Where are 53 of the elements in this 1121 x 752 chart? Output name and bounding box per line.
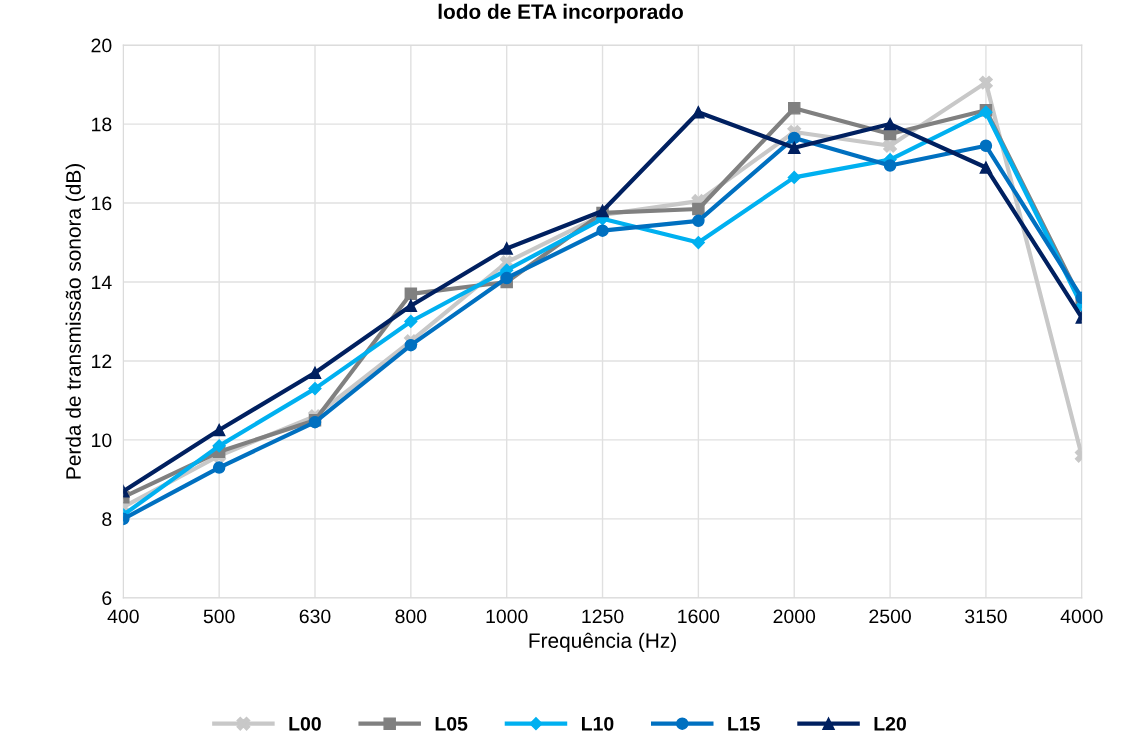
- point: [212, 439, 226, 453]
- point: [212, 423, 226, 437]
- legend-label: L00: [289, 716, 321, 731]
- point: [404, 299, 418, 312]
- legend-label: L15: [728, 717, 760, 731]
- point: [787, 141, 801, 155]
- point: [787, 131, 801, 145]
- point: [500, 242, 513, 255]
- point: [883, 159, 897, 172]
- y-tick-label: 18: [92, 117, 112, 132]
- y-tick-label: 12: [92, 354, 112, 369]
- x-tick-label: 400: [107, 609, 139, 624]
- point: [596, 224, 609, 237]
- x-tick-label: 1250: [582, 609, 624, 624]
- x-axis-title: Frequência (Hz): [529, 632, 676, 653]
- x-tick-label: 4000: [1060, 609, 1103, 624]
- y-tick-label: 14: [92, 275, 112, 290]
- legend-label: L20: [874, 716, 906, 731]
- y-tick-label: 20: [91, 38, 112, 53]
- point: [212, 461, 226, 474]
- y-axis-title: Perda de transmissão sonora (dB): [65, 164, 86, 479]
- point: [787, 102, 801, 115]
- x-tick-label: 3150: [965, 609, 1007, 624]
- legend-label: L10: [581, 716, 614, 731]
- point: [692, 214, 705, 228]
- x-tick-label: 1000: [486, 609, 528, 624]
- point: [404, 314, 418, 329]
- point: [308, 366, 322, 380]
- point: [404, 338, 418, 352]
- x-tick-label: 2500: [869, 609, 911, 624]
- point: [979, 139, 993, 153]
- y-tick-label: 8: [102, 512, 112, 527]
- point: [691, 235, 705, 250]
- chart-title: lodo de ETA incorporado: [438, 3, 683, 24]
- point: [404, 287, 418, 301]
- legend-label: L05: [435, 716, 468, 731]
- point: [308, 382, 322, 396]
- y-tick-label: 10: [92, 433, 112, 448]
- point: [692, 202, 705, 216]
- point: [979, 161, 993, 174]
- y-tick-label: 6: [102, 591, 112, 606]
- point: [978, 75, 993, 90]
- point: [883, 138, 898, 153]
- x-tick-label: 1600: [678, 609, 720, 624]
- point: [692, 105, 705, 119]
- y-tick-label: 16: [92, 196, 112, 211]
- point: [883, 117, 897, 131]
- point: [787, 170, 801, 184]
- x-tick-label: 500: [203, 609, 235, 624]
- x-tick-label: 800: [395, 609, 427, 624]
- x-tick-label: 2000: [773, 609, 816, 624]
- point: [500, 271, 513, 285]
- x-tick-label: 630: [299, 609, 331, 624]
